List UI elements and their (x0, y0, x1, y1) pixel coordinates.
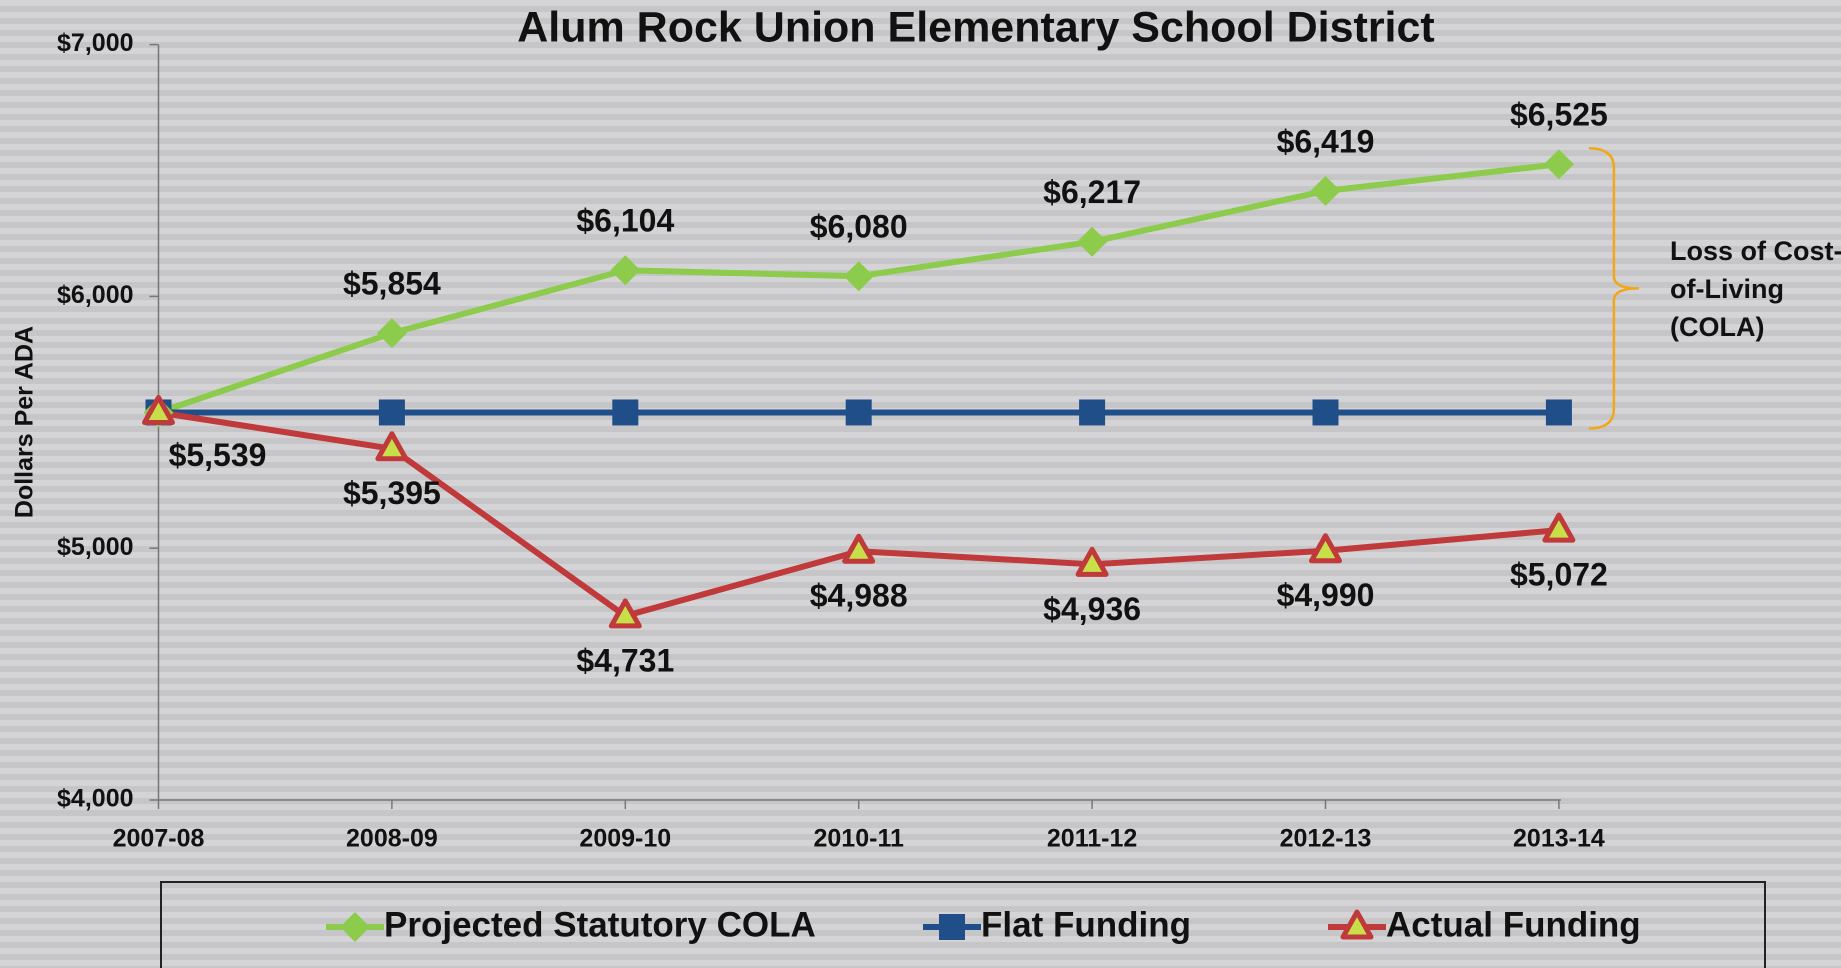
x-tick-label: 2013-14 (1513, 825, 1605, 853)
chart-title: Alum Rock Union Elementary School Distri… (517, 3, 1435, 51)
data-point (845, 399, 872, 426)
data-label: $6,419 (1277, 123, 1375, 159)
legend-box (160, 881, 1766, 968)
data-label: $5,072 (1510, 557, 1608, 593)
legend-marker (939, 914, 965, 940)
marker-outline (375, 431, 409, 462)
x-tick-label: 2012-13 (1280, 825, 1372, 853)
data-point (375, 431, 409, 462)
legend-label: Flat Funding (981, 905, 1191, 944)
data-label: $4,936 (1043, 591, 1141, 627)
legend-label: Actual Funding (1386, 905, 1641, 944)
legend-item: Projected Statutory COLA (326, 905, 816, 944)
marker-outline (1542, 512, 1576, 543)
x-tick-label: 2011-12 (1047, 825, 1137, 853)
x-tick-label: 2007-08 (113, 825, 205, 853)
annotation: Loss of Cost- (1670, 236, 1841, 266)
marker-outline (1340, 909, 1374, 940)
legend-marker (1340, 909, 1374, 940)
data-point (378, 399, 405, 426)
x-tick-label: 2009-10 (579, 825, 671, 853)
data-point (843, 261, 874, 292)
data-point (842, 533, 876, 564)
data-point (608, 598, 642, 629)
legend-item: Flat Funding (923, 905, 1191, 944)
y-tick-label: $6,000 (57, 281, 133, 309)
legend-item: Actual Funding (1328, 905, 1641, 944)
data-label: $5,395 (343, 475, 441, 511)
data-label: $6,080 (810, 209, 908, 245)
data-point (1312, 399, 1339, 426)
bracket (1588, 146, 1639, 430)
data-point (1309, 533, 1342, 564)
data-point (1545, 399, 1572, 426)
x-tick-label: 2010-11 (814, 825, 904, 853)
data-label: $5,539 (169, 437, 267, 473)
data-label: $6,525 (1510, 97, 1608, 133)
data-point (610, 255, 641, 286)
marker-outline (842, 533, 876, 564)
data-label: $6,104 (576, 203, 674, 239)
marker-outline (1075, 546, 1109, 577)
legend-label: Projected Statutory COLA (384, 905, 816, 944)
marker-outline (142, 394, 175, 425)
data-label: $4,988 (810, 578, 908, 614)
data-point (1077, 226, 1108, 257)
legend-marker (340, 912, 370, 942)
data-point (1079, 399, 1106, 426)
marker-outline (608, 598, 642, 629)
x-tick-label: 2008-09 (346, 825, 438, 853)
marker-outline (1309, 533, 1342, 564)
data-label: $4,990 (1277, 577, 1375, 613)
y-tick-label: $4,000 (57, 785, 133, 813)
y-tick-label: $7,000 (57, 29, 133, 57)
data-label: $6,217 (1043, 174, 1141, 210)
data-point (1075, 546, 1109, 577)
data-point (1542, 512, 1576, 543)
annotation: of-Living (1670, 274, 1784, 304)
y-axis-label: Dollars Per ADA (11, 326, 39, 518)
data-label: $4,731 (576, 642, 674, 678)
data-point (142, 394, 175, 425)
data-point (1310, 175, 1341, 206)
data-point (1543, 149, 1574, 180)
data-point (612, 399, 639, 426)
annotation: (COLA) (1670, 312, 1764, 342)
data-label: $5,854 (343, 266, 441, 302)
data-point (376, 318, 407, 349)
y-tick-label: $5,000 (57, 533, 133, 561)
